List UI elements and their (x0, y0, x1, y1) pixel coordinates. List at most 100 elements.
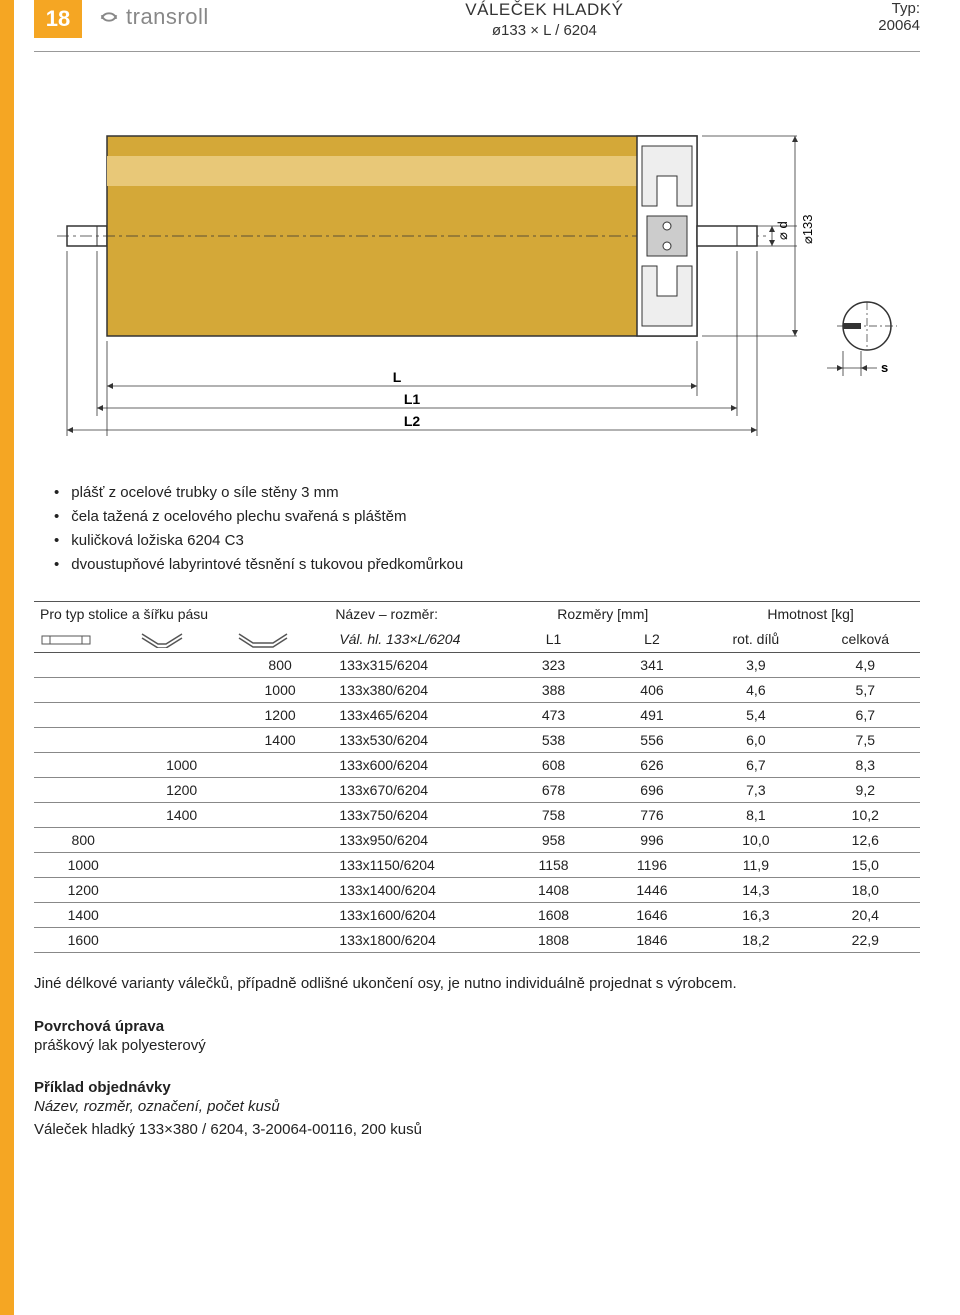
table-cell (132, 853, 230, 878)
type-label: Typ: (840, 0, 920, 17)
table-cell: 1400 (34, 903, 132, 928)
table-cell: 1200 (231, 703, 329, 728)
table-cell: 608 (504, 753, 602, 778)
table-cell: 678 (504, 778, 602, 803)
table-cell: 1446 (603, 878, 701, 903)
stolice-flat-icon (40, 632, 92, 648)
feature-bullet-item: dvoustupňové labyrintové těsnění s tukov… (54, 553, 920, 577)
table-cell: 11,9 (701, 853, 810, 878)
page-accent-bar (0, 0, 14, 1315)
table-cell: 341 (603, 653, 701, 678)
product-subtitle: ø133 × L / 6204 (249, 22, 840, 39)
table-cell: 1608 (504, 903, 602, 928)
table-cell: 5,4 (701, 703, 810, 728)
th-nazev-bot: Vál. hl. 133×L/6204 (329, 626, 504, 653)
example-line1: Název, rozměr, označení, počet kusů (34, 1096, 920, 1119)
table-cell (34, 703, 132, 728)
table-cell (132, 728, 230, 753)
table-cell: 133x1400/6204 (329, 878, 504, 903)
table-cell: 8,1 (701, 803, 810, 828)
table-cell: 1000 (34, 853, 132, 878)
th-hmotnost: Hmotnost [kg] (701, 602, 920, 627)
th-l1: L1 (504, 626, 602, 653)
table-cell: 8,3 (811, 753, 920, 778)
table-row: 1200 133x1400/62041408144614,318,0 (34, 878, 920, 903)
table-cell: 1808 (504, 928, 602, 953)
stolice-v2-icon (138, 630, 186, 648)
table-cell (231, 753, 329, 778)
table-row: 1000133x380/62043884064,65,7 (34, 678, 920, 703)
table-row: 1000133x1150/62041158119611,915,0 (34, 853, 920, 878)
dim-label-s: s (881, 360, 888, 375)
table-cell (231, 828, 329, 853)
table-cell: 1408 (504, 878, 602, 903)
table-cell: 10,2 (811, 803, 920, 828)
table-row: 1400133x530/62045385566,07,5 (34, 728, 920, 753)
table-cell: 4,6 (701, 678, 810, 703)
table-cell (231, 878, 329, 903)
th-nazev-top: Název – rozměr: (329, 602, 504, 627)
table-cell: 996 (603, 828, 701, 853)
table-cell: 133x1150/6204 (329, 853, 504, 878)
dim-label-l2: L2 (404, 413, 421, 429)
table-cell: 1196 (603, 853, 701, 878)
table-cell: 18,0 (811, 878, 920, 903)
table-cell: 406 (603, 678, 701, 703)
table-cell: 800 (34, 828, 132, 853)
th-rot: rot. dílů (701, 626, 810, 653)
table-cell: 22,9 (811, 928, 920, 953)
table-cell: 323 (504, 653, 602, 678)
table-cell: 800 (231, 653, 329, 678)
table-cell: 133x670/6204 (329, 778, 504, 803)
table-cell: 1200 (132, 778, 230, 803)
feature-bullet-item: čela tažená z ocelového plechu svařená s… (54, 505, 920, 529)
table-cell: 3,9 (701, 653, 810, 678)
roller-diagram: ⌀ d ⌀133 s L L1 (34, 76, 920, 456)
type-value: 20064 (840, 17, 920, 34)
table-cell (231, 903, 329, 928)
table-body: 800133x315/62043233413,94,91000133x380/6… (34, 653, 920, 953)
th-icon-flat (34, 626, 132, 653)
example-heading: Příklad objednávky (34, 1079, 920, 1096)
table-cell: 1400 (132, 803, 230, 828)
dim-label-d: ⌀ d (775, 221, 790, 240)
table-cell: 1200 (34, 878, 132, 903)
table-cell (132, 703, 230, 728)
table-cell: 7,3 (701, 778, 810, 803)
table-cell (132, 828, 230, 853)
table-cell: 14,3 (701, 878, 810, 903)
table-cell: 133x950/6204 (329, 828, 504, 853)
table-row: 1000133x600/62046086266,78,3 (34, 753, 920, 778)
table-cell: 1600 (34, 928, 132, 953)
logo-swirl-icon (98, 6, 120, 28)
table-row: 800133x950/620495899610,012,6 (34, 828, 920, 853)
table-cell: 4,9 (811, 653, 920, 678)
table-cell: 18,2 (701, 928, 810, 953)
table-cell (132, 903, 230, 928)
table-cell: 473 (504, 703, 602, 728)
table-cell (231, 928, 329, 953)
table-cell: 133x600/6204 (329, 753, 504, 778)
table-cell: 12,6 (811, 828, 920, 853)
stolice-v3-icon (237, 630, 289, 648)
table-row: 1600133x1800/62041808184618,222,9 (34, 928, 920, 953)
table-cell: 133x1600/6204 (329, 903, 504, 928)
table-cell: 20,4 (811, 903, 920, 928)
table-cell (231, 803, 329, 828)
table-cell: 133x465/6204 (329, 703, 504, 728)
table-cell: 16,3 (701, 903, 810, 928)
feature-bullets: plášť z ocelové trubky o síle stěny 3 mm… (54, 481, 920, 577)
table-cell: 388 (504, 678, 602, 703)
th-celk: celková (811, 626, 920, 653)
table-cell: 6,0 (701, 728, 810, 753)
table-cell: 6,7 (811, 703, 920, 728)
table-row: 1400133x750/62047587768,110,2 (34, 803, 920, 828)
table-cell (231, 778, 329, 803)
table-cell: 10,0 (701, 828, 810, 853)
table-cell: 1158 (504, 853, 602, 878)
feature-bullet-item: plášť z ocelové trubky o síle stěny 3 mm (54, 481, 920, 505)
table-cell (132, 678, 230, 703)
product-title: VÁLEČEK HLADKÝ (249, 0, 840, 20)
table-cell (132, 653, 230, 678)
th-rozmery: Rozměry [mm] (504, 602, 701, 627)
